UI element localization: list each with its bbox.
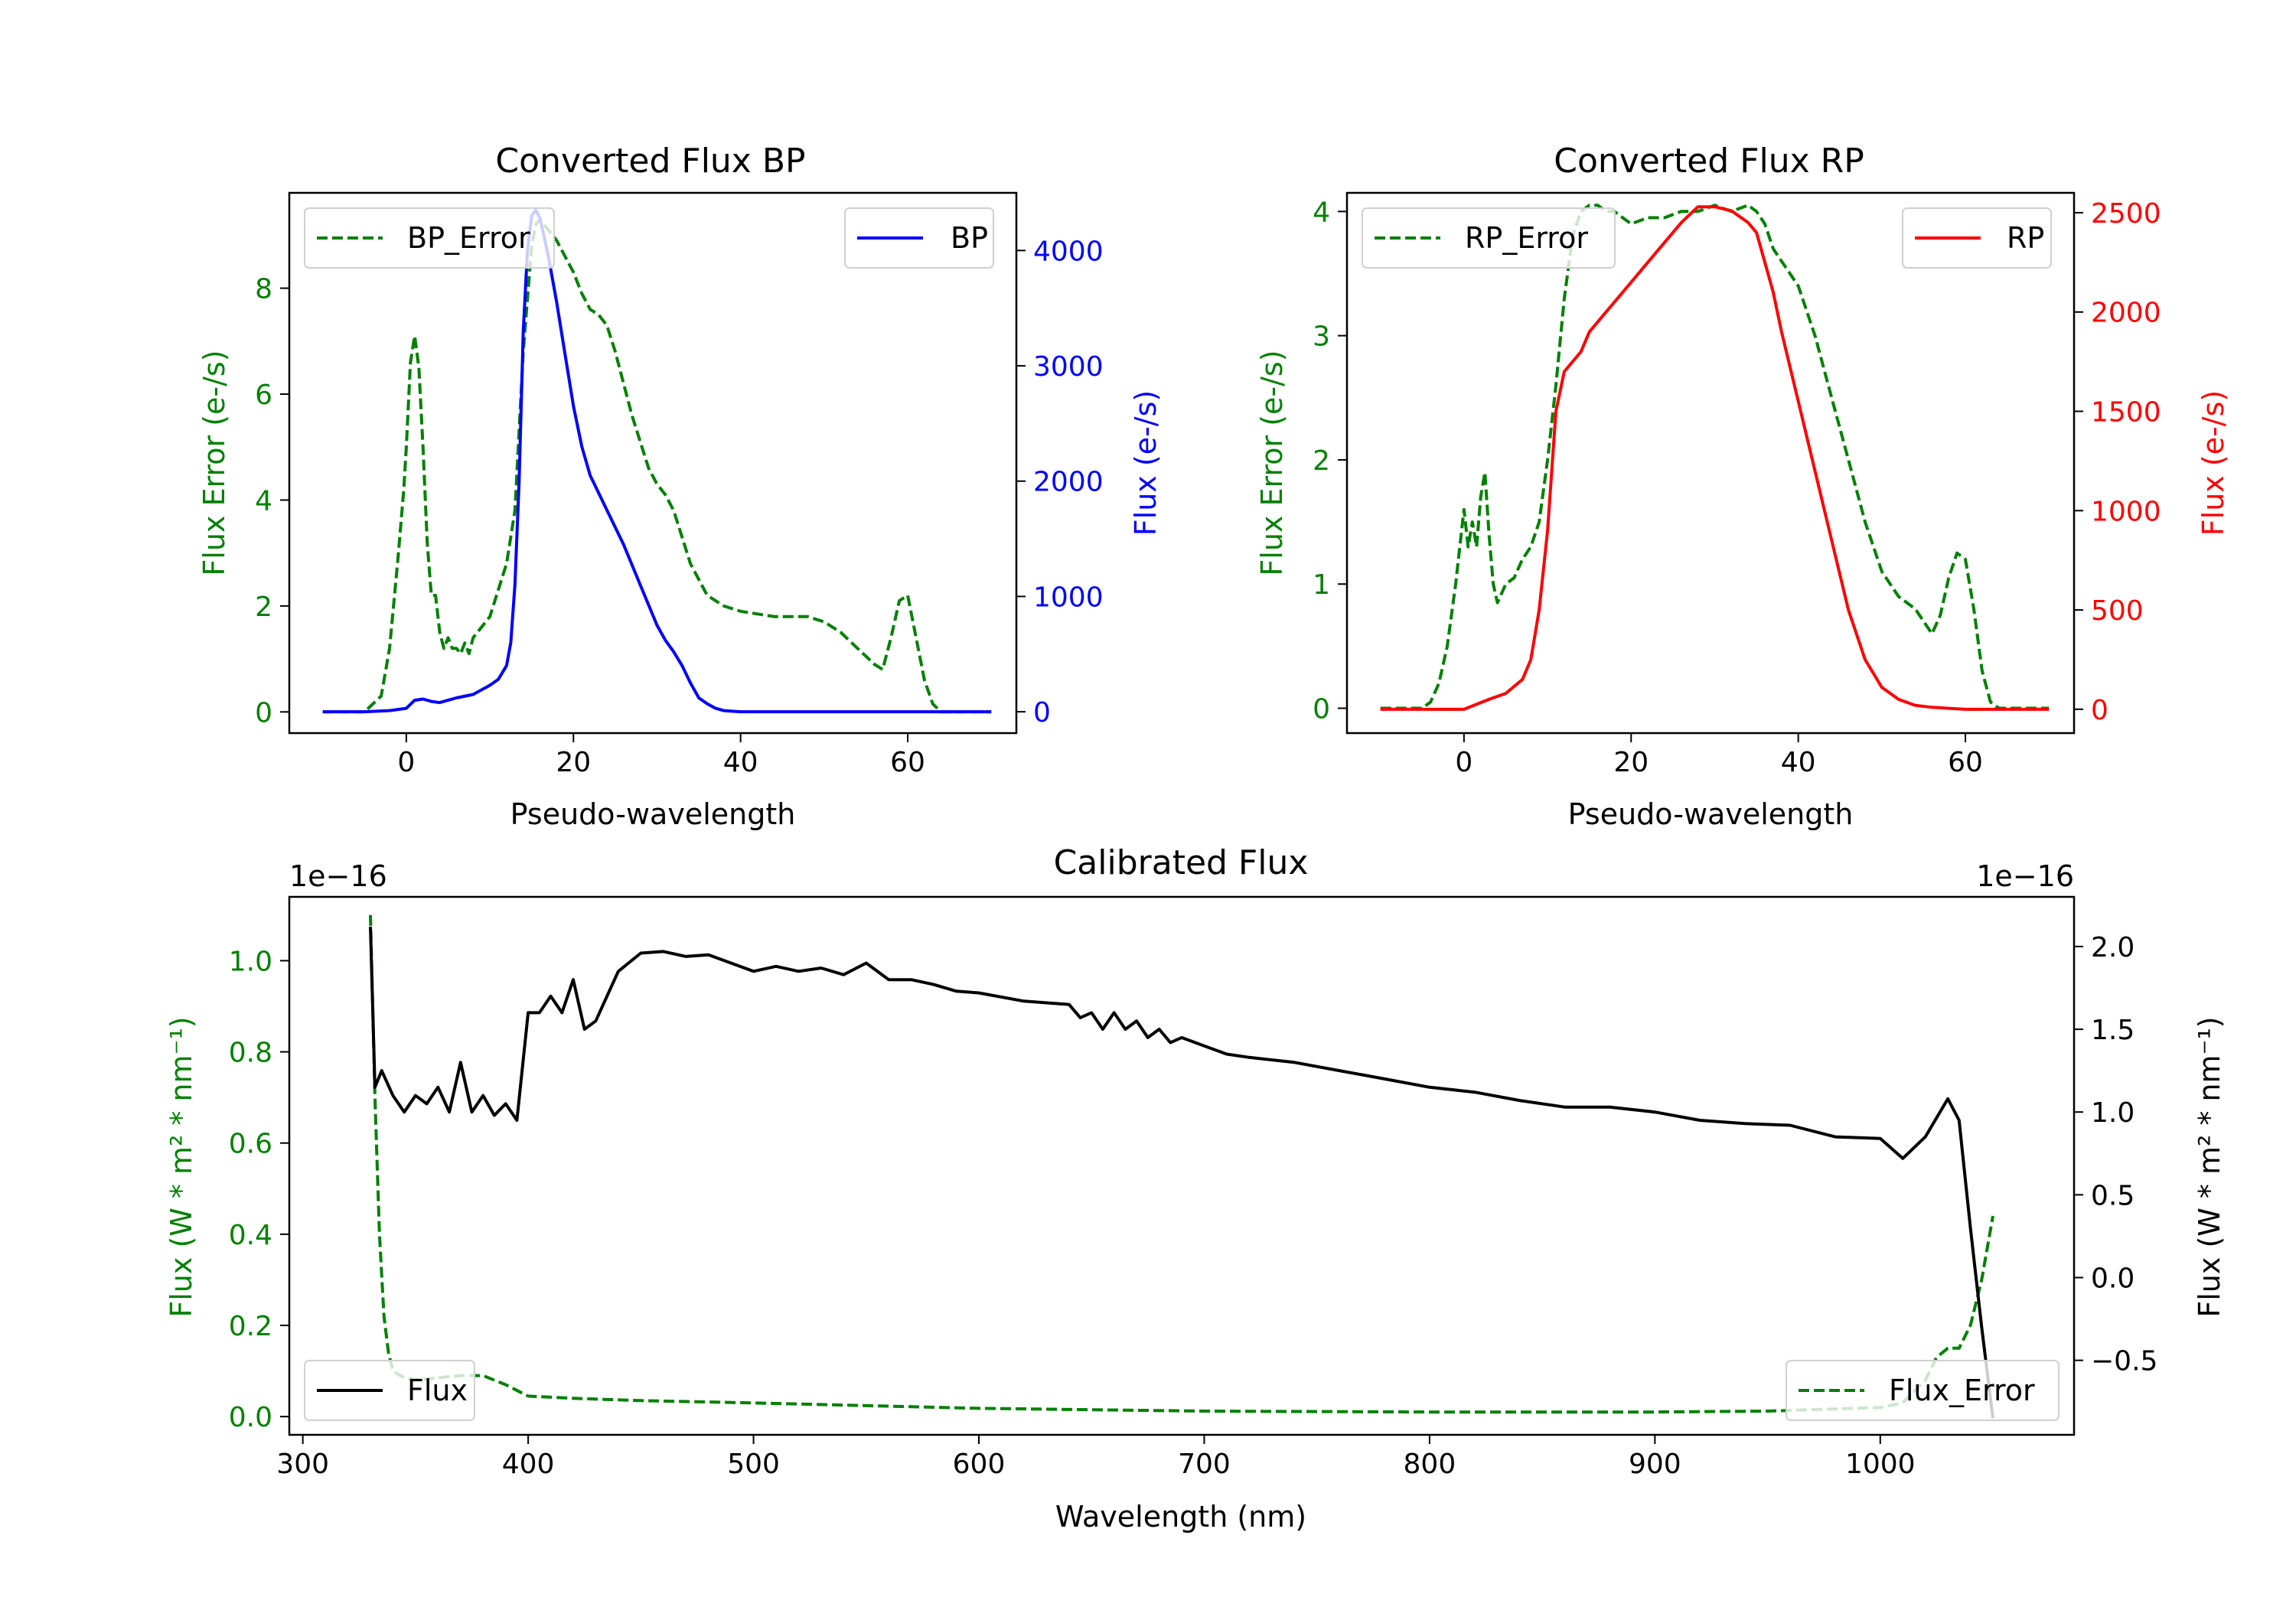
bp-right-y-tick-label: 4000 [1033,236,1104,267]
rp-axes-frame [1345,191,2076,735]
calibrated-left-offset-label: 1e−16 [289,859,387,893]
rp-legend-right: RP [1902,207,2052,269]
rp-right-y-tick-label: 0 [2091,695,2108,726]
rp-x-tick-label: 0 [1455,747,1473,778]
cal-right-y-tick-label: 0.5 [2091,1180,2135,1211]
cal-left-y-tick-label: 0.0 [229,1402,272,1433]
bp-legend-left: BP_Error [304,207,555,269]
rp-right-y-tick-label: 2500 [2091,198,2161,230]
cal-left-y-tick-label: 0.4 [229,1220,272,1251]
rp-legend-left-box [1362,207,1616,269]
bp-legend-right-label: BP [951,221,988,255]
bp-series-bp-error [322,217,992,714]
cal-left-y-tick-label: 1.0 [229,946,272,977]
rp-left-y-tick-label: 0 [1313,694,1330,725]
calibrated-left-y-axis-label: Flux (W * m² * nm⁻¹) [165,1016,198,1317]
rp-right-y-tick-label: 1500 [2091,397,2161,429]
rp-right-y-tick-label: 1000 [2091,496,2161,527]
bp-series-bp [322,208,992,714]
cal-x-tick-label: 800 [1404,1449,1456,1480]
bp-right-y-axis-label: Flux (e-/s) [1129,390,1163,536]
bp-panel: Converted Flux BP 0 20 40 60 0 2 4 6 8 0 1000 200… [197,142,1163,831]
rp-panel: Converted Flux RP 0 20 40 60 0 1 2 3 4 0 500 1000… [1255,142,2230,831]
rp-x-tick-label: 60 [1948,747,1983,778]
rp-right-y-axis-label: Flux (e-/s) [2197,390,2230,536]
calibrated-legend-left-box [304,1360,475,1421]
calibrated-legend-left: Flux [304,1360,475,1421]
cal-x-tick-label: 400 [502,1449,555,1480]
rp-left-y-axis-label: Flux Error (e-/s) [1255,350,1289,575]
rp-legend-left-label: RP_Error [1465,221,1588,255]
rp-left-y-tick-label: 3 [1313,321,1330,353]
bp-x-axis-label: Pseudo-wavelength [510,797,796,831]
calibrated-x-axis-label: Wavelength (nm) [1055,1500,1306,1534]
cal-left-y-tick-label: 0.2 [229,1311,272,1342]
cal-right-y-tick-label: −0.5 [2091,1346,2157,1377]
cal-right-y-tick-label: 0.0 [2091,1263,2135,1295]
bp-left-y-tick-label: 8 [255,274,272,305]
rp-right-y-tick-label: 500 [2091,595,2144,627]
bp-axes-frame [288,191,1018,735]
bp-x-tick-label: 0 [397,747,415,778]
bp-right-y-tick-label: 0 [1033,697,1051,729]
bp-legend-left-box [304,207,555,269]
bp-left-y-tick-label: 0 [255,697,272,729]
bp-legend-left-label: BP_Error [407,221,530,255]
rp-x-tick-label: 20 [1613,747,1649,778]
calibrated-legend-left-label: Flux [407,1374,468,1407]
cal-left-y-tick-label: 0.8 [229,1038,272,1069]
calibrated-panel: Calibrated Flux 1e−16 1e−16 300 400 500 600… [165,843,2226,1534]
rp-left-y-tick-label: 4 [1313,197,1330,228]
bp-legend-right: BP [844,207,994,269]
rp-legend-right-label: RP [2007,221,2044,255]
bp-right-y-tick-label: 3000 [1033,351,1104,383]
calibrated-title: Calibrated Flux [1054,843,1309,882]
calibrated-legend-right: Flux_Error [1786,1360,2060,1421]
bp-left-y-axis-label: Flux Error (e-/s) [197,350,231,575]
calibrated-axes-frame [288,895,2076,1436]
cal-x-tick-label: 1000 [1845,1449,1916,1480]
cal-right-y-tick-label: 1.5 [2091,1015,2135,1046]
bp-left-y-tick-label: 6 [255,380,272,411]
calibrated-right-y-axis-label: Flux (W * m² * nm⁻¹) [2193,1016,2226,1317]
cal-right-y-tick-label: 1.0 [2091,1097,2135,1129]
calibrated-legend-right-box [1786,1360,2060,1421]
rp-series-rp [1380,205,2050,711]
cal-x-tick-label: 600 [953,1449,1006,1480]
rp-left-y-tick-label: 1 [1313,569,1330,601]
calibrated-legend-right-label: Flux_Error [1889,1374,2035,1407]
rp-title: Converted Flux RP [1554,142,1864,181]
cal-x-tick-label: 500 [727,1449,780,1480]
bp-left-y-tick-label: 4 [255,485,272,517]
bp-x-tick-label: 40 [723,747,758,778]
cal-right-y-tick-label: 2.0 [2091,932,2135,963]
cal-left-y-tick-label: 0.6 [229,1129,272,1160]
rp-x-axis-label: Pseudo-wavelength [1568,797,1854,831]
rp-right-y-tick-label: 2000 [2091,298,2161,329]
cal-x-tick-label: 300 [276,1449,329,1480]
rp-x-tick-label: 40 [1781,747,1816,778]
bp-x-tick-label: 20 [556,747,591,778]
rp-left-y-tick-label: 2 [1313,445,1330,477]
cal-x-tick-label: 900 [1629,1449,1681,1480]
rp-series-rp-error [1380,204,2050,710]
rp-legend-left: RP_Error [1362,207,1616,269]
bp-right-y-tick-label: 2000 [1033,467,1104,498]
calibrated-right-offset-label: 1e−16 [1976,859,2074,893]
bp-left-y-tick-label: 2 [255,592,272,623]
bp-x-tick-label: 60 [890,747,925,778]
bp-right-y-tick-label: 1000 [1033,582,1104,613]
bp-title: Converted Flux BP [495,142,805,181]
cal-series-flux [369,926,1994,1419]
cal-x-tick-label: 700 [1178,1449,1231,1480]
